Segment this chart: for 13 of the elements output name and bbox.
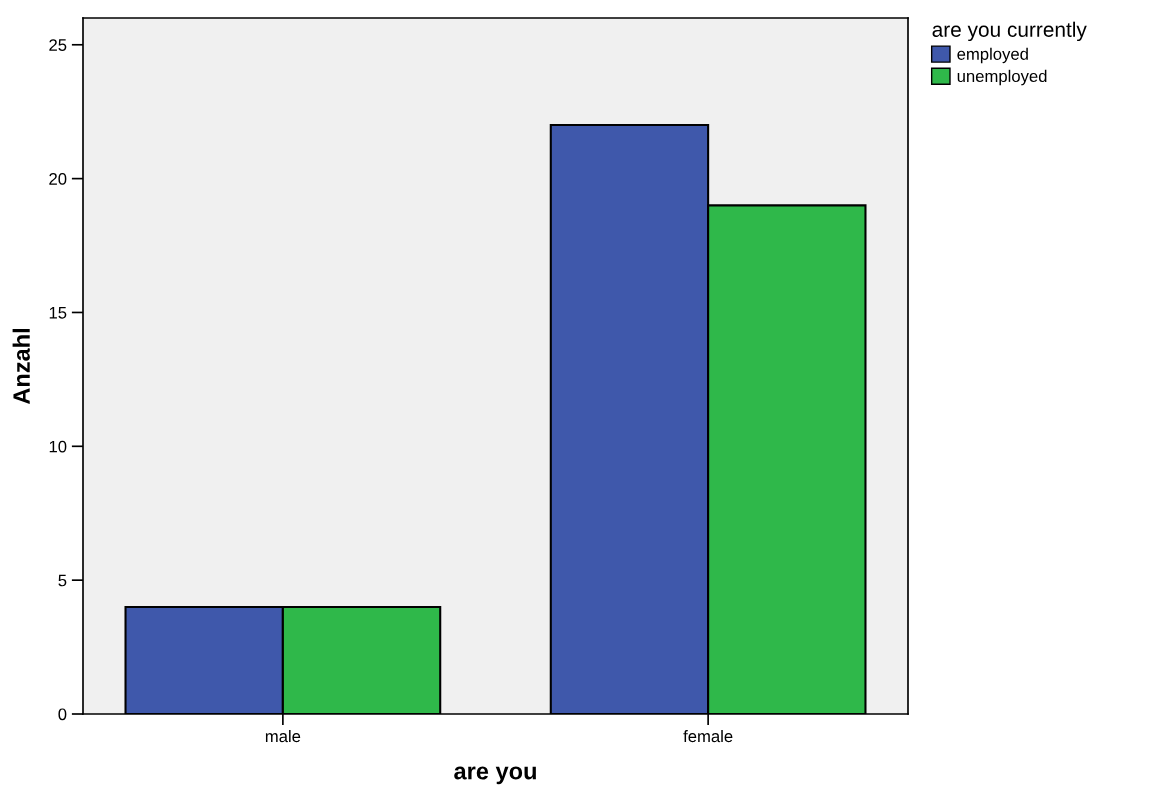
x-tick-label: female	[683, 729, 733, 743]
y-tick-label: 5	[58, 574, 67, 587]
y-tick-label: 20	[49, 173, 67, 185]
y-tick-label: 0	[58, 708, 67, 721]
y-axis-title: Anzahl	[12, 328, 30, 405]
y-tick-label: 10	[49, 440, 67, 453]
y-tick-label: 15	[49, 307, 67, 319]
x-tick-label: male	[265, 729, 301, 743]
x-axis-title: are you	[454, 766, 536, 785]
y-tick-label: 25	[49, 39, 67, 51]
legend-label: employed	[957, 47, 1028, 64]
legend-label: unemployed	[957, 69, 1047, 86]
legend-title: are you currently	[932, 21, 1087, 42]
